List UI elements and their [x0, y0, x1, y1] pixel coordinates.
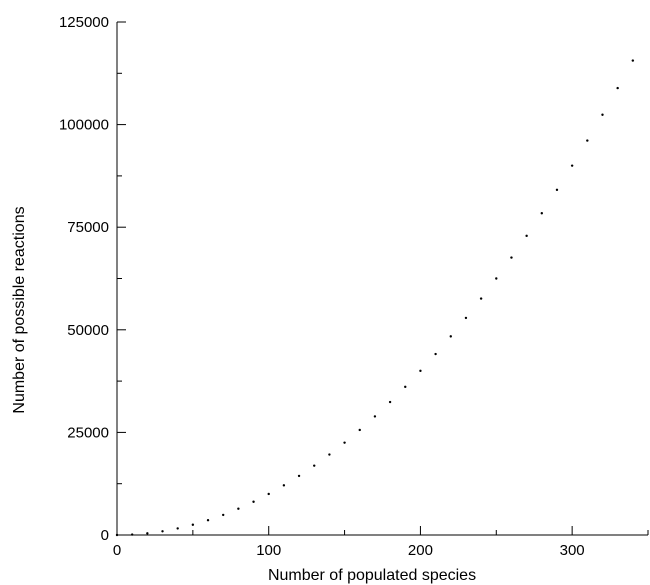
data-point — [115, 533, 119, 537]
data-point — [313, 464, 316, 467]
data-point — [525, 234, 528, 238]
x-axis-title: Number of populated species — [268, 567, 476, 584]
data-point — [479, 297, 483, 300]
y-tick-label-50000: 50000 — [67, 322, 109, 339]
data-point — [586, 139, 589, 142]
data-point — [343, 441, 346, 444]
y-tick-label-75000: 75000 — [67, 219, 109, 236]
x-tick-label-200: 200 — [408, 542, 433, 559]
data-point — [191, 523, 195, 526]
data-point — [297, 474, 301, 478]
data-point — [267, 492, 270, 496]
data-point — [495, 277, 498, 280]
data-point — [161, 530, 164, 533]
x-tick-label-0: 0 — [113, 542, 121, 559]
data-point — [419, 369, 422, 373]
data-point — [130, 533, 134, 536]
data-point — [464, 316, 468, 320]
tick-labels: 0 100 200 300 0 25000 50000 75000 100000 125000 — [59, 14, 585, 559]
data-point — [510, 256, 513, 259]
data-point — [206, 519, 210, 522]
ticks — [116, 21, 649, 536]
data-points — [115, 59, 635, 537]
data-point — [449, 335, 452, 338]
data-point — [631, 59, 635, 62]
x-tick-label-300: 300 — [560, 542, 585, 559]
y-tick-label-0: 0 — [101, 527, 109, 544]
data-point — [540, 212, 543, 215]
y-tick-label-100000: 100000 — [59, 117, 109, 134]
data-point — [616, 86, 619, 90]
data-point — [176, 527, 179, 530]
y-tick-label-25000: 25000 — [67, 424, 109, 441]
data-point — [373, 415, 377, 418]
data-point — [404, 385, 407, 389]
y-tick-label-125000: 125000 — [59, 14, 109, 31]
data-point — [252, 500, 255, 503]
data-point — [328, 453, 331, 456]
data-point — [570, 164, 574, 167]
data-point — [555, 188, 559, 192]
data-point — [358, 428, 361, 432]
y-axis-title: Number of possible reactions — [11, 206, 28, 413]
data-point — [601, 113, 604, 116]
data-point — [282, 484, 286, 487]
data-point — [237, 507, 240, 510]
data-point — [146, 532, 149, 535]
data-point — [222, 513, 225, 517]
axes — [116, 22, 648, 536]
data-point — [434, 352, 437, 356]
data-point — [388, 400, 392, 404]
x-tick-label-100: 100 — [256, 542, 281, 559]
